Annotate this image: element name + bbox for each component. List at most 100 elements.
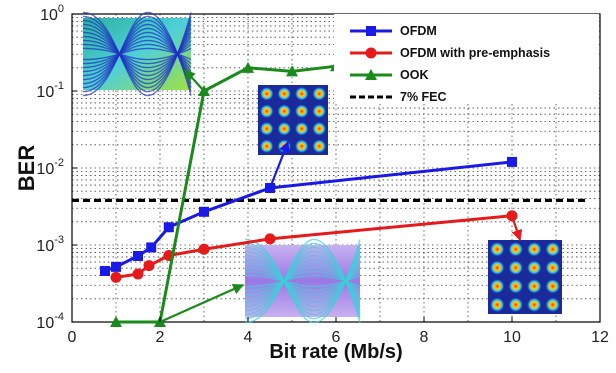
eye-trace: [244, 266, 361, 296]
eye-trace: [244, 250, 361, 312]
legend-label: OFDM with pre-emphasis: [400, 46, 550, 60]
series-ofdm-with-pre-emphasis: [110, 210, 518, 283]
x-tick-label: 8: [420, 329, 429, 346]
inset-images: [82, 11, 562, 324]
eye-trace: [82, 23, 192, 85]
eye-trace: [244, 246, 361, 316]
eye-trace: [244, 266, 361, 296]
constellation-point: [544, 241, 561, 258]
constellation-point: [544, 259, 561, 276]
eye-trace: [244, 246, 361, 316]
ook-low-rate-eye-inset: [244, 238, 361, 324]
eye-trace: [82, 11, 192, 97]
ofdm-constellation-inset: [258, 85, 328, 155]
constellation-point: [276, 121, 292, 137]
arrow-ook-low-rate-eye-diagram: [159, 283, 245, 324]
constellation-point: [489, 259, 506, 276]
x-tick-label: 12: [591, 329, 609, 346]
data-point: [199, 206, 209, 217]
constellation-point: [526, 259, 543, 276]
constellation-point: [544, 296, 561, 313]
eye-trace: [82, 27, 192, 81]
eye-trace: [82, 39, 192, 69]
eye-trace: [244, 274, 361, 288]
eye-trace: [244, 242, 361, 320]
series-line: [116, 64, 337, 324]
data-point: [163, 222, 174, 233]
arrow-ook-eye-diagram: [184, 69, 205, 92]
eye-trace: [244, 274, 361, 288]
eye-trace: [244, 254, 361, 308]
data-point: [132, 268, 144, 280]
constellation-point: [294, 138, 310, 154]
eye-trace: [82, 15, 192, 93]
legend-marker: [366, 26, 376, 36]
eye-trace: [82, 43, 192, 65]
eye-trace: [82, 31, 192, 77]
y-axis-label: BER: [14, 145, 39, 192]
eye-trace: [82, 39, 192, 69]
constellation-point: [507, 259, 524, 276]
constellation-point: [507, 278, 524, 295]
constellation-point: [507, 241, 524, 258]
constellation-point: [294, 86, 310, 102]
eye-trace: [82, 47, 192, 61]
y-tick-label: 10-3: [36, 234, 64, 255]
legend-label: OFDM: [400, 24, 437, 38]
data-point: [146, 242, 157, 253]
arrow-ofdm-constellation: [268, 140, 290, 189]
eye-trace: [82, 27, 192, 81]
constellation-point: [311, 86, 327, 102]
data-point: [143, 260, 155, 272]
y-tick-label: 10-4: [36, 311, 64, 332]
eye-trace: [244, 242, 361, 320]
eye-trace: [244, 270, 361, 292]
constellation-point: [526, 296, 543, 313]
constellation-point: [259, 138, 275, 154]
y-tick-label: 10-2: [36, 157, 64, 178]
legend: OFDM OFDM with pre-emphasis OOK 7% FEC: [334, 14, 599, 104]
legend-marker: [365, 47, 377, 59]
x-tick-label: 4: [244, 329, 253, 346]
constellation-point: [276, 103, 292, 119]
eye-trace: [244, 254, 361, 308]
y-tick-label: 10-1: [36, 80, 64, 101]
axes: 0 2 4 6 8 10 12 10-4 10-3 10-2 10-1 100 Bit rate (Mb…: [14, 3, 609, 363]
y-tick-label: 100: [40, 3, 64, 24]
x-tick-label: 6: [332, 329, 341, 346]
ook-eye-diagram-inset: [82, 11, 192, 97]
constellation-point: [507, 296, 524, 313]
x-axis-label: Bit rate (Mb/s): [269, 341, 402, 363]
data-point: [242, 61, 254, 73]
constellation-point: [544, 278, 561, 295]
data-point: [198, 243, 210, 255]
eye-trace: [244, 262, 361, 300]
eye-trace: [82, 35, 192, 73]
constellation-point: [294, 103, 310, 119]
constellation-point: [489, 296, 506, 313]
eye-trace: [244, 250, 361, 312]
inset-arrows: [159, 69, 523, 324]
eye-trace: [82, 43, 192, 65]
pre-emphasis-constellation-inset: [488, 240, 562, 314]
constellation-point: [311, 121, 327, 137]
data-point: [110, 316, 122, 327]
eye-trace: [244, 238, 361, 324]
constellation-point: [259, 86, 275, 102]
eye-trace: [244, 262, 361, 300]
eye-trace: [82, 31, 192, 77]
constellation-point: [259, 103, 275, 119]
eye-trace: [244, 258, 361, 304]
eye-trace: [244, 258, 361, 304]
data-point: [110, 271, 122, 283]
data-point: [264, 233, 276, 245]
arrow-pre-emphasis-constellation: [510, 215, 523, 242]
constellation-point: [276, 86, 292, 102]
legend-box: [334, 14, 599, 104]
data-point: [286, 65, 298, 77]
constellation-point: [311, 103, 327, 119]
constellation-point: [259, 121, 275, 137]
constellation-point: [294, 121, 310, 137]
